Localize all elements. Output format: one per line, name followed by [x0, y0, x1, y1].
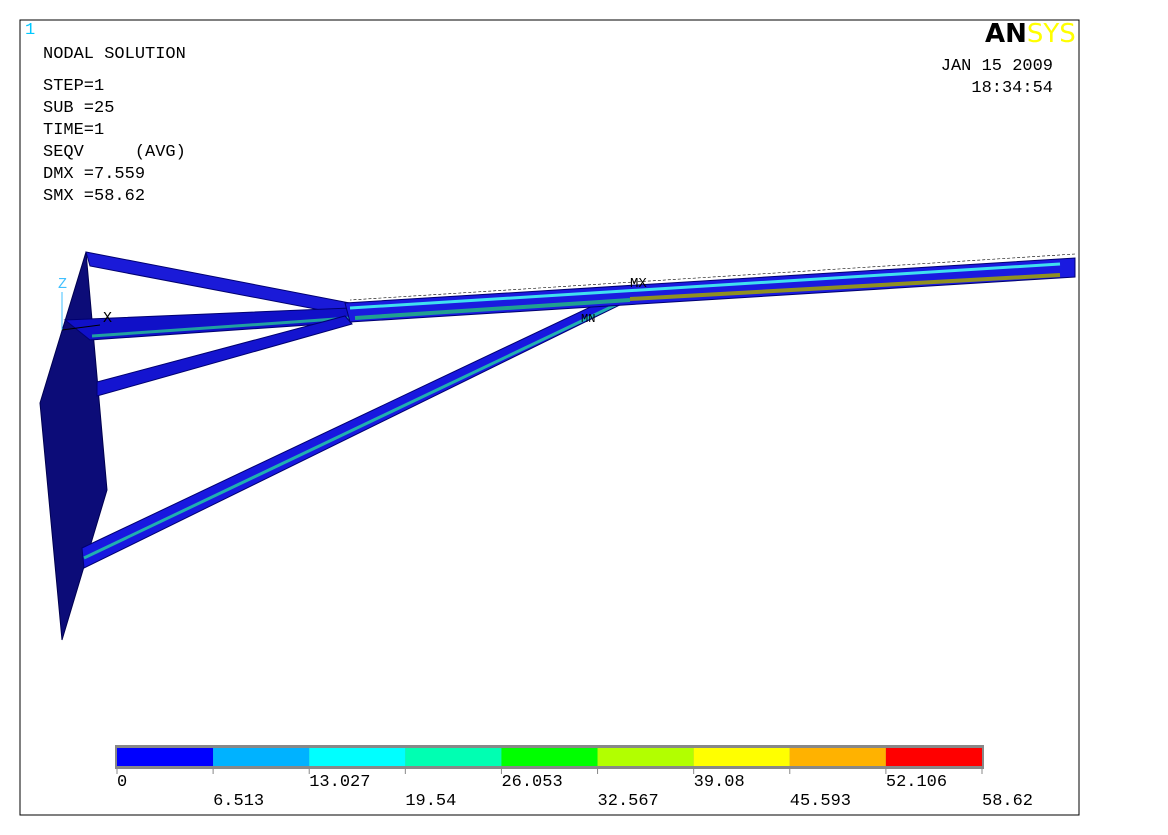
header-lines: STEP=1 SUB =25 TIME=1 SEQV (AVG) DMX =7.559 S…	[43, 77, 186, 206]
legend-label: 6.513	[213, 792, 264, 811]
legend-label: 13.027	[309, 773, 370, 792]
beam-stripe	[349, 262, 1061, 310]
legend-label: 26.053	[501, 773, 562, 792]
legend-label: 19.54	[405, 792, 456, 811]
header-line: STEP=1	[43, 77, 104, 96]
legend-swatch	[309, 748, 406, 766]
time: 18:34:54	[971, 79, 1053, 98]
legend-swatch	[405, 748, 502, 766]
legend-swatch	[693, 748, 790, 766]
logo-an: AN	[985, 19, 1027, 49]
min-marker: MN	[581, 312, 595, 326]
legend-swatch	[789, 748, 886, 766]
legend-label: 52.106	[886, 773, 947, 792]
beam-stripe	[83, 296, 631, 560]
header-line: TIME=1	[43, 121, 104, 140]
beam-stripe	[354, 298, 631, 320]
legend-swatch	[213, 748, 310, 766]
beam-stripe	[91, 316, 351, 338]
header-line: SEQV (AVG)	[43, 143, 186, 162]
header-line: DMX =7.559	[43, 165, 145, 184]
max-marker: MX	[630, 276, 647, 292]
legend-label: 58.62	[982, 792, 1033, 811]
window-number: 1	[25, 21, 35, 40]
plate	[39, 251, 108, 641]
axis-label-x: X	[103, 310, 112, 327]
legend: 0 6.513 13.027 19.54 26.053 32.567 39.08 45.593…	[115, 745, 1033, 811]
header-line: SMX =58.62	[43, 187, 145, 206]
frame	[19, 19, 1080, 816]
legend-swatch	[597, 748, 694, 766]
legend-swatch	[117, 748, 214, 766]
legend-label: 32.567	[598, 792, 659, 811]
header-title: NODAL SOLUTION	[43, 45, 186, 64]
legend-label: 39.08	[694, 773, 745, 792]
legend-label: 45.593	[790, 792, 851, 811]
x-axis	[61, 324, 101, 331]
beam	[96, 315, 353, 397]
axis-label-z: Z	[58, 276, 67, 293]
beam-stripe	[629, 273, 1061, 301]
header-line: SUB =25	[43, 99, 114, 118]
date: JAN 15 2009	[941, 57, 1053, 76]
logo-sys: SYS	[1027, 19, 1076, 49]
legend-label: 0	[117, 773, 127, 792]
legend-swatch	[885, 748, 982, 766]
model	[39, 251, 1076, 641]
logo: ANSYS	[985, 19, 1076, 49]
undeformed-edge	[349, 253, 1076, 301]
legend-swatch	[501, 748, 598, 766]
